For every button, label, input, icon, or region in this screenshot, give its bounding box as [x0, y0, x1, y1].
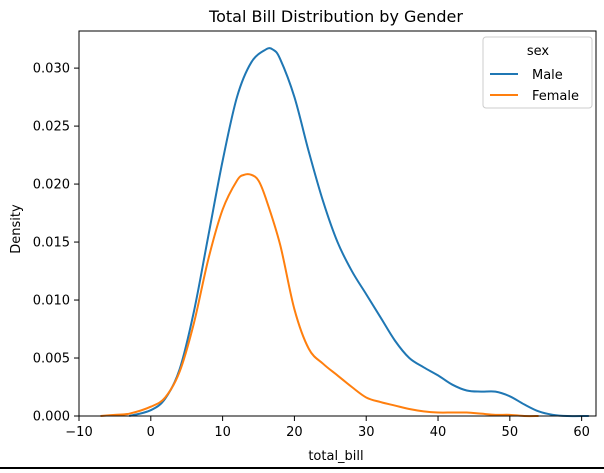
axes-frame — [78, 30, 597, 417]
x-axis-label: total_bill — [308, 449, 363, 464]
y-tick-label: 0.030 — [33, 62, 70, 77]
series-line-female — [100, 173, 539, 418]
x-tick-label: 50 — [502, 425, 519, 440]
legend-box — [482, 36, 593, 109]
x-axis-ticks: −10 0 10 20 30 40 50 60 — [65, 416, 590, 440]
legend-title: sex — [527, 44, 550, 59]
x-tick-label: 20 — [286, 425, 303, 440]
y-tick-label: 0.025 — [33, 120, 70, 135]
bottom-border — [0, 467, 604, 469]
x-tick-label: 40 — [430, 425, 447, 440]
chart-title: Total Bill Distribution by Gender — [208, 7, 463, 26]
y-tick-label: 0.005 — [33, 352, 70, 367]
x-tick-label: −10 — [65, 425, 92, 440]
y-tick-label: 0.015 — [33, 236, 70, 251]
x-tick-label: 60 — [573, 425, 590, 440]
legend-label-female: Female — [532, 89, 579, 104]
legend: sex Male Female — [482, 36, 593, 109]
x-tick-label: 30 — [358, 425, 375, 440]
x-tick-label: 0 — [147, 425, 155, 440]
y-tick-label: 0.000 — [33, 410, 70, 425]
y-tick-label: 0.010 — [33, 294, 70, 309]
legend-label-male: Male — [532, 68, 563, 83]
x-tick-label: 10 — [214, 425, 231, 440]
series-line-male — [128, 47, 589, 418]
y-axis-label: Density — [9, 204, 24, 254]
y-axis-ticks: 0.000 0.005 0.010 0.015 0.020 0.025 0.030 — [33, 62, 79, 425]
plot-lines — [100, 47, 589, 418]
y-tick-label: 0.020 — [33, 178, 70, 193]
